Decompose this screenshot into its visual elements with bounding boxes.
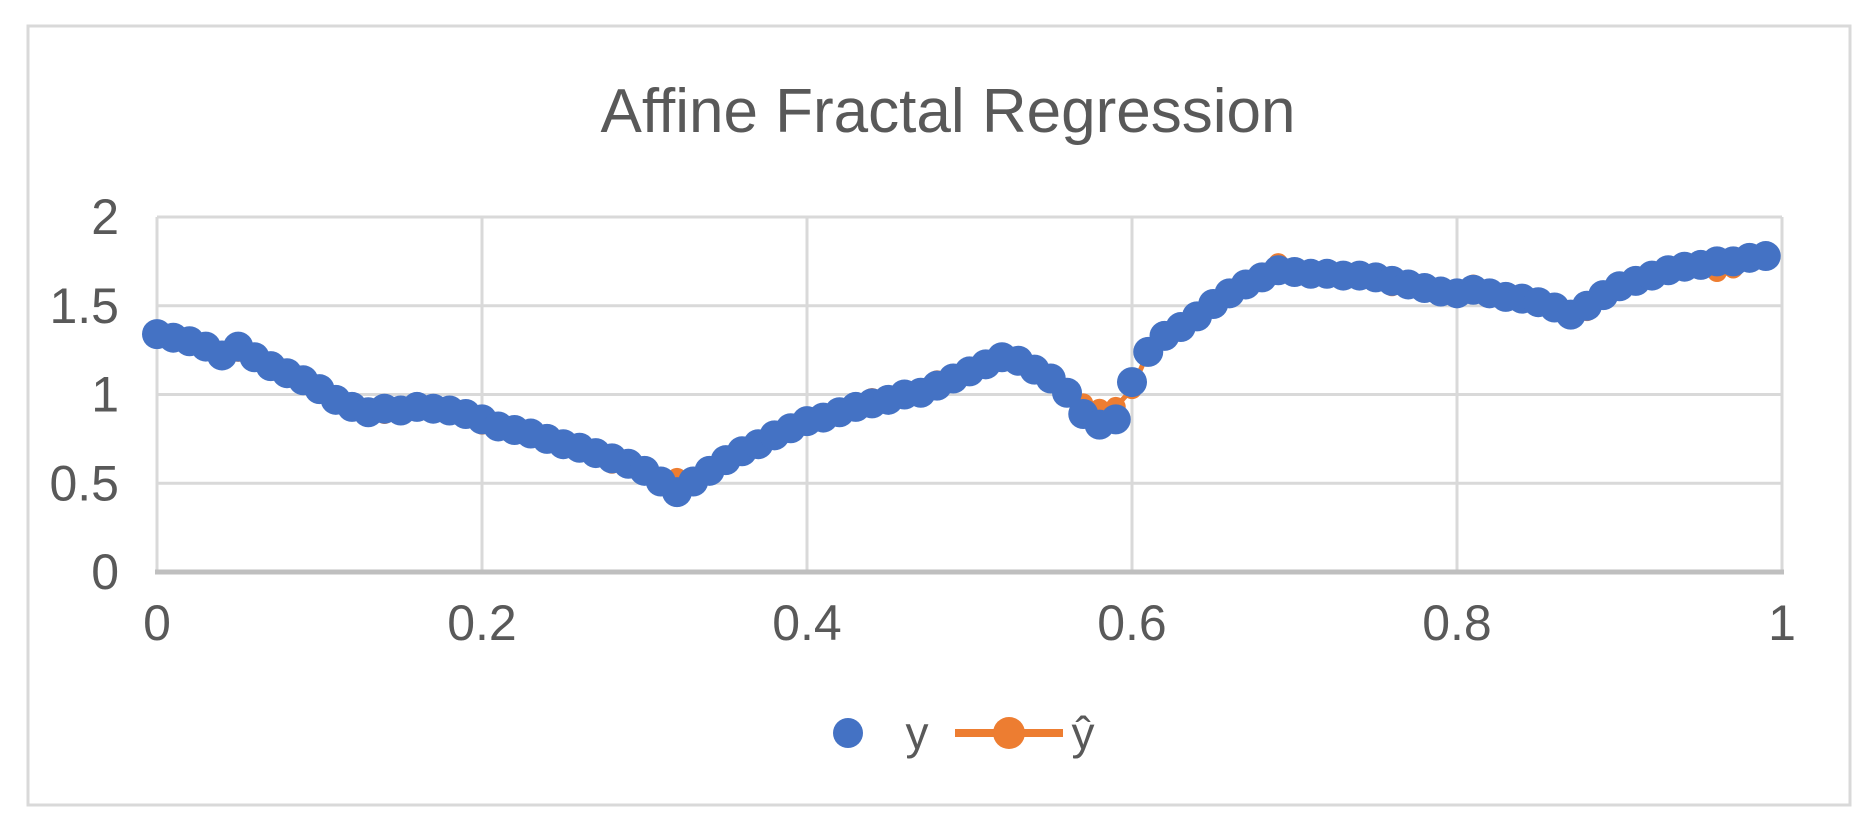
y-tick-label: 0.5 — [49, 455, 119, 511]
axis-tick-labels: 0 0.5 1 1.5 2 0 0.2 0.4 0.6 0.8 1 — [49, 189, 1795, 651]
legend-item-y[interactable]: y — [833, 707, 929, 759]
y-point — [1100, 404, 1131, 435]
y-tick-label: 1 — [91, 367, 119, 423]
legend-label-yhat: ŷ — [1072, 707, 1095, 759]
x-tick-label: 0.2 — [447, 595, 517, 651]
x-tick-label: 1 — [1768, 595, 1796, 651]
legend[interactable]: y ŷ — [833, 707, 1095, 759]
y-tick-label: 2 — [91, 189, 119, 245]
chart-border — [26, 24, 1852, 807]
x-tick-label: 0.4 — [772, 595, 842, 651]
x-tick-label: 0.6 — [1097, 595, 1167, 651]
x-tick-label: 0.8 — [1422, 595, 1492, 651]
y-tick-label: 0 — [91, 544, 119, 600]
gridlines — [155, 215, 1784, 575]
legend-label-y: y — [906, 707, 929, 759]
y-point — [1052, 377, 1082, 408]
x-tick-label: 0 — [143, 595, 171, 651]
legend-marker-yhat-icon — [993, 717, 1025, 749]
legend-item-yhat[interactable]: ŷ — [955, 707, 1095, 759]
y-point — [1117, 367, 1147, 398]
y-point — [1750, 241, 1781, 272]
y-tick-label: 1.5 — [49, 278, 119, 334]
series-y-scatter[interactable] — [142, 241, 1781, 508]
chart-title[interactable]: Affine Fractal Regression — [601, 77, 1296, 146]
legend-marker-y-icon — [833, 718, 863, 748]
